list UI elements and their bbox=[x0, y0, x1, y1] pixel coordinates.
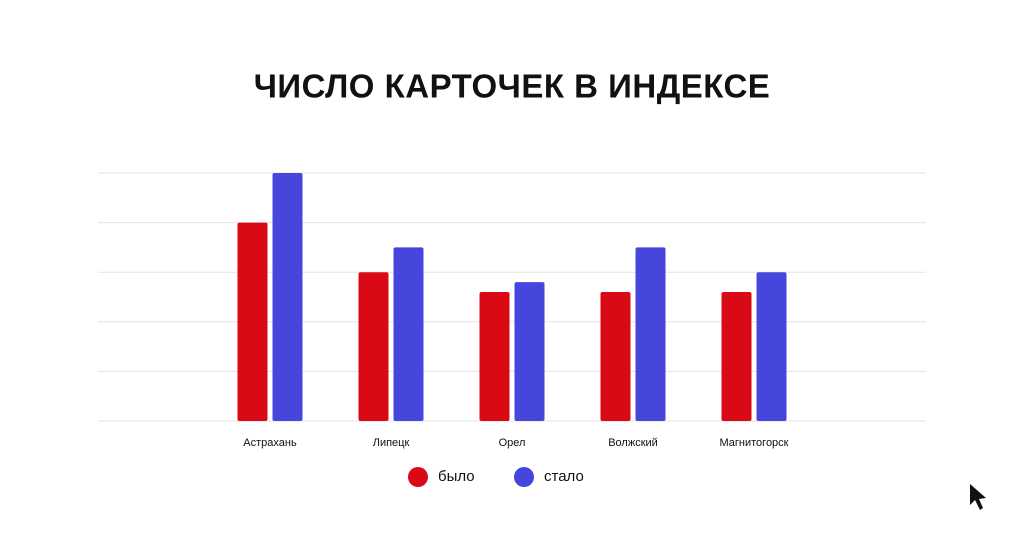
x-tick-label: Астрахань bbox=[243, 437, 297, 449]
x-tick-label: Волжский bbox=[608, 437, 658, 449]
legend-marker bbox=[408, 467, 428, 487]
bar bbox=[272, 173, 303, 421]
bar bbox=[479, 292, 510, 421]
bar bbox=[514, 282, 545, 421]
bar bbox=[635, 247, 666, 421]
x-tick-label: Липецк bbox=[373, 437, 410, 449]
legend-label: было bbox=[438, 468, 475, 485]
bar bbox=[237, 222, 268, 421]
legend-marker bbox=[514, 467, 534, 487]
bar bbox=[393, 247, 424, 421]
cursor-icon bbox=[970, 484, 986, 510]
legend-label: стало bbox=[544, 468, 584, 485]
bar bbox=[756, 272, 787, 421]
x-tick-label: Магнитогорск bbox=[720, 437, 789, 449]
x-tick-label: Орел bbox=[499, 437, 526, 449]
bar bbox=[721, 292, 752, 421]
bar bbox=[600, 292, 631, 421]
bar bbox=[358, 272, 389, 421]
chart-title: ЧИСЛО КАРТОЧЕК В ИНДЕКСЕ bbox=[254, 68, 771, 105]
